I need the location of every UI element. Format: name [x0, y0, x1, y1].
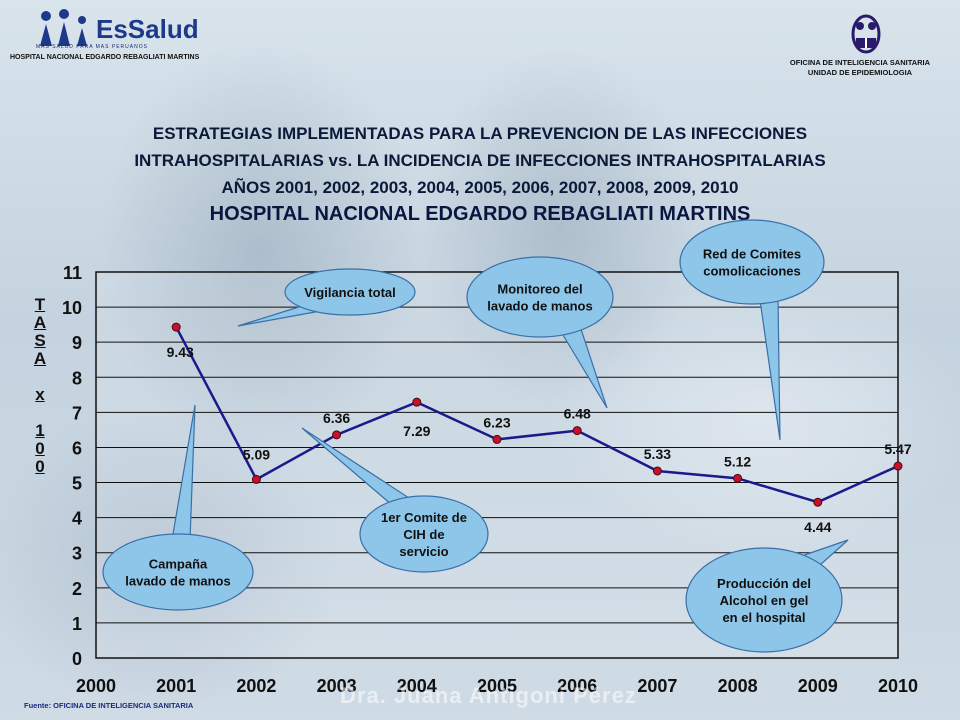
callout-text: 1er Comite de: [381, 510, 467, 525]
data-point: [332, 430, 342, 440]
callout-text: en el hospital: [722, 610, 805, 625]
y-tick-label: 11: [63, 263, 82, 283]
y-tick-label: 1: [72, 614, 82, 634]
callout-bubble: [359, 495, 489, 573]
data-label: 4.44: [804, 519, 831, 535]
callout-text: Alcohol en gel: [720, 593, 809, 608]
data-label: 6.48: [564, 406, 591, 422]
x-tick-label: 2005: [477, 676, 517, 696]
y-axis-label-letter: A: [33, 313, 47, 332]
callout-text: servicio: [399, 544, 448, 559]
callout-bubble: [685, 547, 843, 653]
x-tick-label: 2007: [637, 676, 677, 696]
data-point: [652, 466, 662, 476]
essalud-logo: EsSalud: [40, 9, 199, 46]
callout-text: CIH de: [403, 527, 444, 542]
series-line: [175, 326, 899, 504]
x-tick-label: 2010: [878, 676, 918, 696]
owl-logo-icon: [851, 14, 881, 54]
data-label: 5.12: [724, 453, 751, 469]
x-tick-label: 2002: [236, 676, 276, 696]
callout-text: comolicaciones: [703, 264, 801, 279]
data-label: 9.43: [167, 344, 194, 360]
data-label: 5.47: [884, 441, 911, 457]
y-tick-label: 10: [62, 298, 82, 318]
y-tick-label: 8: [72, 368, 82, 388]
data-point: [733, 473, 743, 483]
data-label: 5.33: [644, 446, 671, 462]
data-point: [893, 461, 903, 471]
data-point: [813, 497, 823, 507]
y-tick-label: 0: [72, 649, 82, 669]
callout-bubble: [102, 533, 254, 611]
office-line-2: UNIDAD DE EPIDEMIOLOGIA: [807, 68, 913, 77]
x-tick-label: 2004: [397, 676, 437, 696]
y-tick-label: 7: [72, 403, 82, 423]
source-footer: Fuente: OFICINA DE INTELIGENCIA SANITARI…: [24, 701, 194, 710]
data-point: [572, 426, 582, 436]
title-line-2: INTRAHOSPITALARIAS vs. LA INCIDENCIA DE …: [134, 151, 826, 170]
author-watermark: Dra. Juana Antigoni Pérez: [340, 683, 637, 708]
y-axis-label-letter: S: [34, 331, 46, 350]
x-tick-label: 2001: [156, 676, 196, 696]
title-line-1: ESTRATEGIAS IMPLEMENTADAS PARA LA PREVEN…: [152, 124, 808, 143]
callout-text: Monitoreo del: [497, 282, 582, 297]
y-axis-label-letter: x: [35, 385, 45, 404]
y-axis-label-letter: 1: [35, 421, 45, 440]
y-axis-label-letter: T: [34, 295, 46, 314]
callout-text: Campaña: [149, 557, 208, 572]
callout-text: lavado de manos: [487, 299, 592, 314]
y-tick-label: 3: [72, 544, 82, 564]
x-tick-label: 2008: [718, 676, 758, 696]
callout-text: Producción del: [717, 576, 811, 591]
office-line-1: OFICINA DE INTELIGENCIA SANITARIA: [789, 58, 931, 67]
title-line-3: AÑOS 2001, 2002, 2003, 2004, 2005, 2006,…: [221, 178, 739, 197]
data-label: 5.09: [243, 446, 270, 462]
callout-bubble: [679, 219, 825, 305]
callout-text: lavado de manos: [125, 574, 230, 589]
y-tick-label: 5: [72, 474, 82, 494]
x-tick-label: 2003: [317, 676, 357, 696]
x-tick-label: 2009: [798, 676, 838, 696]
callout-text: Red de Comites: [703, 247, 801, 262]
y-tick-label: 9: [72, 333, 82, 353]
logo-tagline: MAS SALUD PARA MAS PERUANOS: [36, 44, 148, 50]
data-label: 6.36: [323, 410, 350, 426]
office-label: OFICINA DE INTELIGENCIA SANITARIA UNIDAD…: [760, 58, 960, 78]
logo-name: EsSalud: [96, 14, 199, 44]
y-tick-label: 4: [72, 509, 82, 529]
data-point: [492, 434, 502, 444]
callout-bubble: [284, 268, 416, 316]
title-line-4: HOSPITAL NACIONAL EDGARDO REBAGLIATI MAR…: [209, 203, 751, 225]
data-point: [251, 474, 261, 484]
x-tick-label: 2006: [557, 676, 597, 696]
x-tick-label: 2000: [76, 676, 116, 696]
callout-text: Vigilancia total: [304, 285, 396, 300]
data-point: [412, 397, 422, 407]
y-tick-label: 2: [72, 579, 82, 599]
chart-title: ESTRATEGIAS IMPLEMENTADAS PARA LA PREVEN…: [40, 120, 920, 227]
hospital-small-label: HOSPITAL NACIONAL EDGARDO REBAGLIATI MAR…: [10, 54, 200, 61]
data-point: [171, 322, 181, 332]
y-axis-label-letter: A: [33, 349, 47, 368]
y-axis-label-letter: 0: [35, 457, 45, 476]
data-label: 7.29: [403, 423, 430, 439]
y-axis-label-letter: 0: [35, 439, 45, 458]
y-tick-label: 6: [72, 438, 82, 458]
data-label: 6.23: [483, 414, 510, 430]
callout-bubble: [466, 256, 614, 338]
